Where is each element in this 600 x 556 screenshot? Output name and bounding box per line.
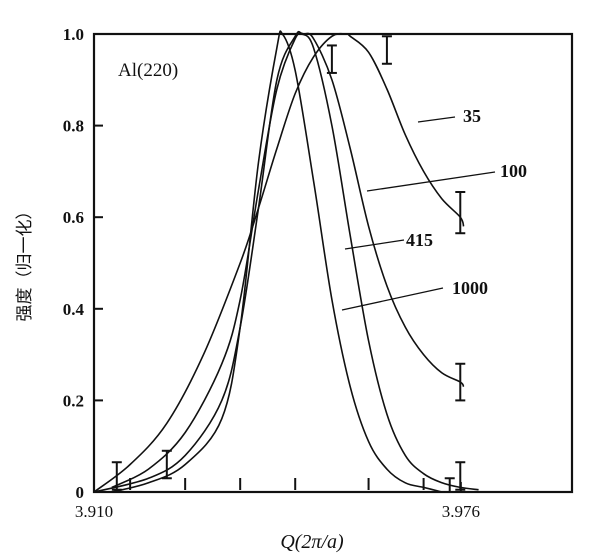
error-bar (455, 191, 466, 235)
x-axis-title: Q(2π/a) (280, 531, 344, 553)
series-leader-line (366, 171, 496, 192)
series-label: 100 (500, 161, 527, 181)
error-bar (381, 35, 392, 65)
error-bars (111, 35, 466, 493)
error-bar (444, 477, 455, 493)
error-bar (455, 362, 466, 402)
error-bar (161, 449, 172, 480)
series-leader-line (341, 287, 444, 311)
y-tick-label: 0 (76, 483, 85, 502)
y-axis-title: 强度（归一化） (15, 203, 34, 322)
curve-35 (93, 32, 465, 493)
series-label: 415 (406, 230, 433, 250)
series-curves (93, 30, 479, 493)
y-tick-label: 0.8 (63, 117, 84, 136)
y-tick-label: 1.0 (63, 25, 84, 44)
labels: Al(220) Q(2π/a) 强度（归一化） 35 100 415 1000 (15, 60, 527, 553)
series-leader-line (417, 116, 456, 123)
series-leader-line (344, 239, 405, 250)
x-tick-label: 3.910 (75, 502, 113, 521)
error-bar (111, 461, 122, 491)
x-tick-label: 3.976 (442, 502, 480, 521)
y-tick-label: 0.6 (63, 208, 84, 227)
plot-frame (92, 32, 574, 494)
panel-label: Al(220) (118, 60, 178, 81)
axes: 0 0.2 0.4 0.6 0.8 1.0 3.910 3.976 (63, 25, 574, 521)
series-label: 1000 (452, 278, 488, 298)
error-bar (455, 461, 466, 491)
curve-100 (111, 32, 465, 489)
series-label: 35 (463, 106, 481, 126)
error-bar (326, 44, 337, 74)
curve-1000 (111, 30, 443, 493)
y-tick-label: 0.4 (63, 300, 85, 319)
y-tick-label: 0.2 (63, 391, 84, 410)
curve-415 (93, 30, 479, 493)
